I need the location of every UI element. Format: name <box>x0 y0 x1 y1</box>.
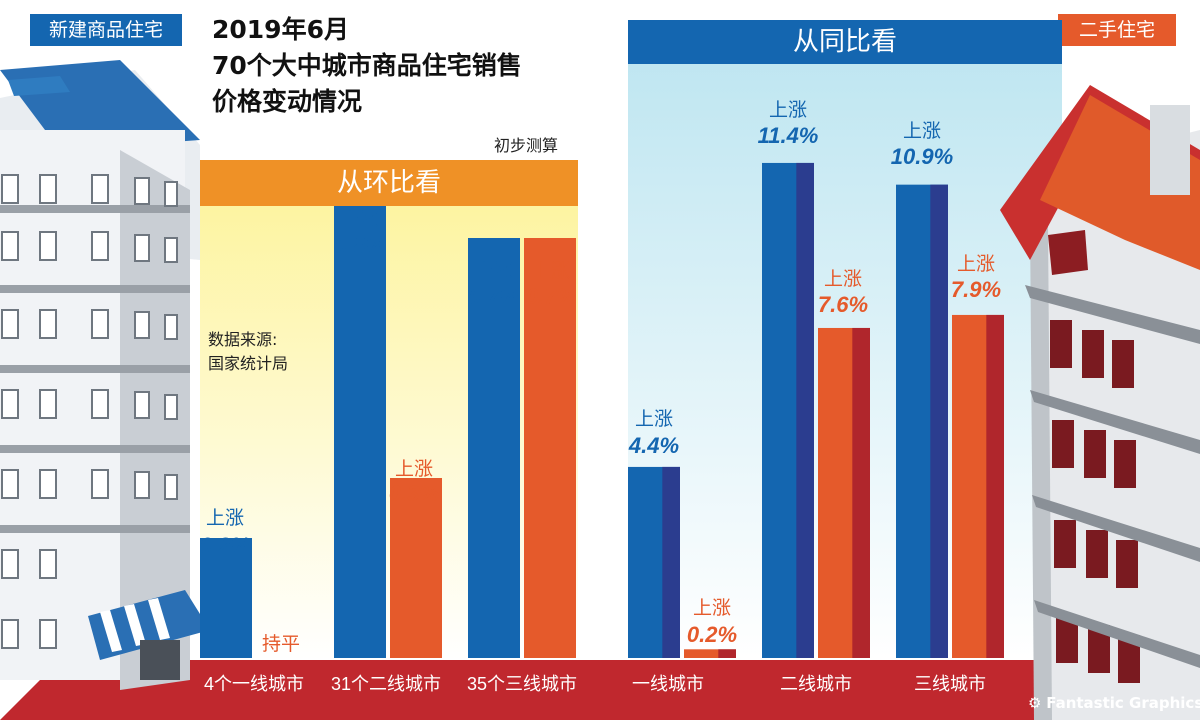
value-labels: 上涨 0.2% 持平 上涨 0.8% 上涨 0.3% 上涨 0.7% 上涨 0.… <box>200 99 1001 655</box>
bar-mom-new-tier2 <box>334 178 386 658</box>
bar-shade-yoy-second-tier2 <box>852 327 870 658</box>
category-yoy-tier2: 二线城市 <box>780 674 852 694</box>
label-yoy-new-tier1-value: 4.4% <box>628 433 679 458</box>
title-line-1: 2019年6月 <box>212 15 349 44</box>
label-mom-new-tier1-status: 上涨 <box>206 507 244 529</box>
bar-shade-yoy-new-tier3 <box>930 184 948 658</box>
bars-layer <box>200 162 1004 658</box>
bar-shade-yoy-new-tier2 <box>796 162 814 658</box>
label-mom-new-tier2-value: 0.8% <box>335 233 385 258</box>
page-title: 2019年6月 70个大中城市商品住宅销售 价格变动情况 <box>212 12 522 120</box>
label-yoy-new-tier3-value: 10.9% <box>891 144 953 169</box>
category-mom-tier3: 35个三线城市 <box>467 674 577 694</box>
floor-strip <box>0 660 1200 720</box>
mom-panel-background <box>200 200 578 660</box>
label-yoy-second-tier3-status: 上涨 <box>957 253 995 275</box>
yoy-section-header: 从同比看 <box>628 20 1062 64</box>
bar-mom-second-tier3 <box>524 238 576 658</box>
label-yoy-new-tier3-status: 上涨 <box>903 120 941 142</box>
bar-mom-new-tier3 <box>468 238 520 658</box>
label-yoy-new-tier1-status: 上涨 <box>635 408 673 430</box>
label-mom-second-tier3-status: 上涨 <box>532 260 570 282</box>
title-line-2: 70个大中城市商品住宅销售 <box>212 51 522 80</box>
label-yoy-second-tier3-value: 7.9% <box>951 277 1001 302</box>
label-yoy-new-tier2-value: 11.4% <box>758 123 819 148</box>
apartment-building-illustration <box>0 60 210 690</box>
label-mom-new-tier3-status: 上涨 <box>475 260 513 282</box>
label-yoy-second-tier2-status: 上涨 <box>824 268 862 290</box>
bar-mom-second-tier2 <box>390 478 442 658</box>
brand-logo: ⚙ Fantastic Graphics <box>1028 694 1200 712</box>
label-mom-second-tier3-value: 0.7% <box>526 284 576 309</box>
label-yoy-second-tier1-value: 0.2% <box>687 622 737 647</box>
second-home-tag: 二手住宅 <box>1058 14 1176 46</box>
mom-section-header: 从环比看 <box>200 160 578 206</box>
label-yoy-new-tier2-status: 上涨 <box>769 99 807 121</box>
source-line-2: 国家统计局 <box>208 354 289 373</box>
brand-logo-text: Fantastic Graphics <box>1046 694 1200 712</box>
bar-shade-yoy-second-tier3 <box>986 314 1004 658</box>
source-line-1: 数据来源: <box>208 330 278 349</box>
label-mom-second-tier1-status: 持平 <box>262 633 300 655</box>
preliminary-note: 初步测算 <box>494 136 559 155</box>
bar-yoy-second-tier1 <box>684 649 736 658</box>
bar-shade-yoy-new-tier1 <box>662 466 680 658</box>
data-source: 数据来源: 国家统计局 <box>208 328 288 376</box>
label-mom-new-tier3-value: 0.7% <box>469 284 519 309</box>
category-yoy-tier1: 一线城市 <box>632 674 704 694</box>
label-mom-new-tier1-value: 0.2% <box>200 533 250 558</box>
category-labels: 4个一线城市 31个二线城市 35个三线城市 一线城市 二线城市 三线城市 <box>204 674 986 694</box>
label-mom-second-tier2-value: 0.3% <box>389 481 439 506</box>
title-line-3: 价格变动情况 <box>212 87 363 116</box>
bar-shade-yoy-second-tier1 <box>718 649 736 658</box>
category-mom-tier1: 4个一线城市 <box>204 674 304 694</box>
new-home-tag: 新建商品住宅 <box>30 14 182 46</box>
category-mom-tier2: 31个二线城市 <box>331 674 441 694</box>
label-yoy-second-tier2-value: 7.6% <box>818 292 868 317</box>
bar-mom-new-tier1 <box>200 538 252 658</box>
label-yoy-second-tier1-status: 上涨 <box>693 597 731 619</box>
house-illustration <box>1000 85 1200 720</box>
label-mom-new-tier2-status: 上涨 <box>341 209 379 231</box>
label-mom-second-tier2-status: 上涨 <box>395 458 433 480</box>
category-yoy-tier3: 三线城市 <box>914 674 986 694</box>
